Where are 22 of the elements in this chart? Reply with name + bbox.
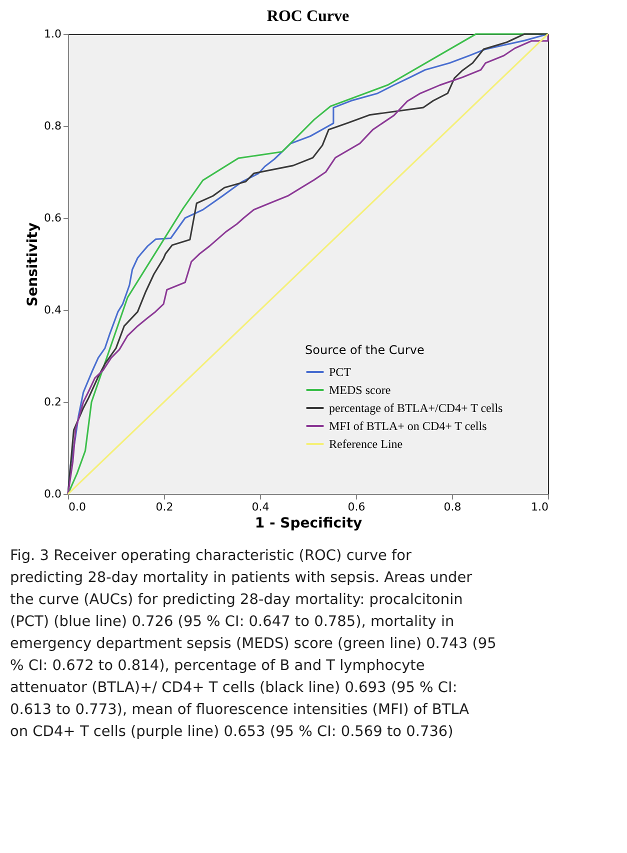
legend-label: PCT <box>329 365 352 379</box>
chart-title: ROC Curve <box>266 8 350 25</box>
text: Fig. 3 Receiver operating characteristic (ROC) curve for predicting 28-day mortality in patients with sepsis. Areas under the curve (AUCs) for predicting 28-day mortality: procalcitonin (PCT) (blue line) 0.726 (95 % CI: 0.647 to 0.785), mortality in emergency department sepsis (MEDS) score (green line) 0.743 (95 % CI: 0.672 to 0.814), percentage of B and T lymphocyte attenuator (BTLA)+/ CD4+ T cells (black line) 0.693 (95 % CI: 0.613 to 0.773), mean of fluorescence intensities (MFI) of BTLA on CD4+ T cells (purple line) 0.653 (95 % CI: 0.569 to 0.736) <box>10 548 496 740</box>
x-tick-label: 0.4 <box>252 500 270 514</box>
x-tick-label: 0.8 <box>444 500 462 514</box>
y-tick-label: 1.0 <box>44 28 62 40</box>
y-tick-label: 0.6 <box>44 212 62 224</box>
y-tick-label: 0.2 <box>44 396 62 408</box>
legend-title: Source of the Curve <box>305 343 424 357</box>
y-tick-label: 0.8 <box>44 120 62 132</box>
y-axis-title: Sensitivity <box>25 222 42 306</box>
legend-label: percentage of BTLA+/CD4+ T cells <box>329 401 504 415</box>
x-tick-label: 0.2 <box>156 500 174 514</box>
x-tick-label: 1.0 <box>531 500 548 514</box>
legend-label: MEDS score <box>329 383 391 397</box>
y-tick-label: 0.0 <box>44 488 62 500</box>
legend-label: MFI of BTLA+ on CD4+ T cells <box>329 419 488 433</box>
x-axis-title: 1 - Specificity <box>254 516 362 532</box>
legend-label: Reference Line <box>329 437 403 451</box>
x-tick-label: 0.0 <box>68 500 86 514</box>
x-tick-label: 0.6 <box>348 500 366 514</box>
y-tick-label: 0.4 <box>44 304 62 316</box>
